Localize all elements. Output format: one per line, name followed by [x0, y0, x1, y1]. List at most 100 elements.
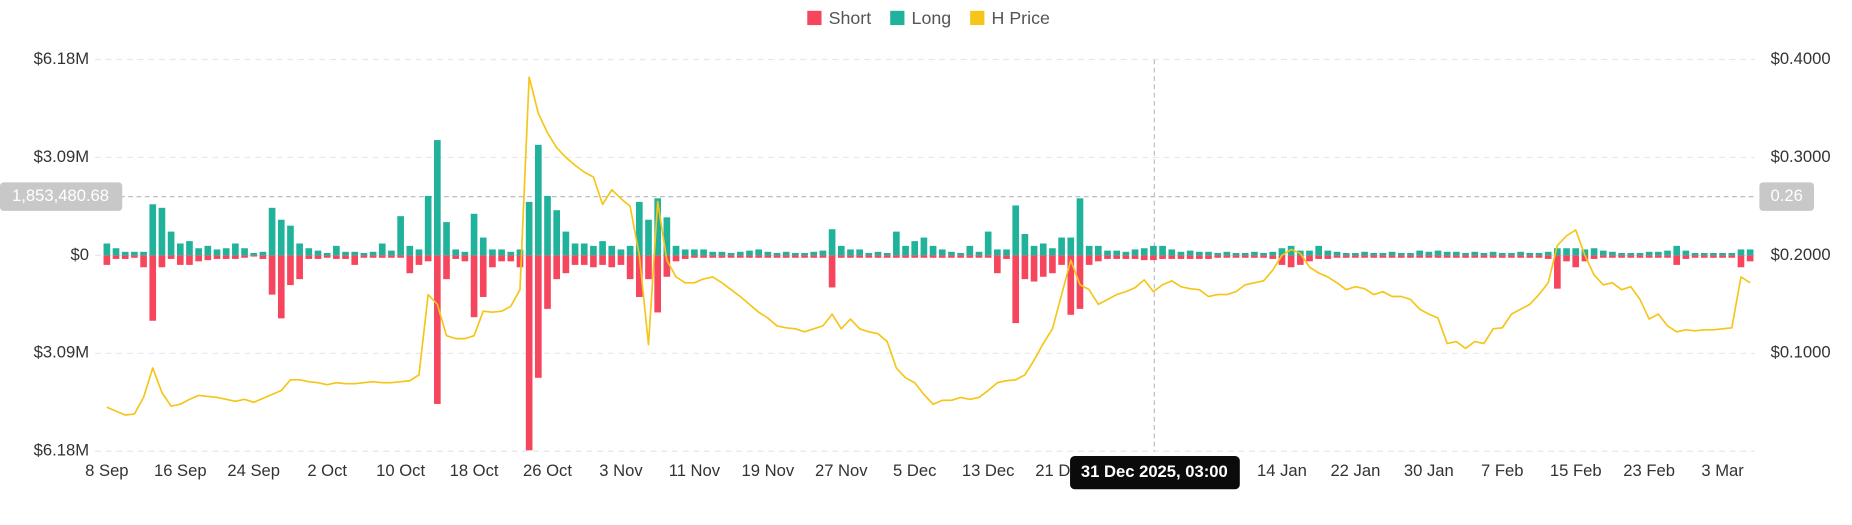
bar [1030, 255, 1038, 282]
bar [691, 255, 698, 258]
x-tick-label: 3 Mar [1701, 461, 1744, 480]
bar [764, 255, 772, 258]
bar [535, 255, 542, 378]
bar [360, 252, 368, 256]
bar [287, 255, 294, 286]
bar [525, 201, 533, 256]
bar [1416, 255, 1423, 258]
bar [1434, 250, 1442, 256]
bar [1746, 249, 1754, 256]
bar [1251, 251, 1258, 256]
bar [1572, 248, 1580, 256]
bar [268, 207, 276, 256]
bar [1554, 248, 1561, 256]
bar [222, 255, 230, 259]
bar [1471, 255, 1479, 258]
bar [1223, 251, 1231, 256]
bar [1241, 252, 1249, 256]
bar [746, 250, 753, 256]
bar [1113, 250, 1121, 256]
bar [874, 255, 882, 258]
bar [617, 255, 625, 265]
bar [535, 144, 542, 256]
bar [1618, 255, 1625, 258]
bar [351, 251, 359, 256]
bar [1618, 252, 1625, 256]
bar [1278, 248, 1286, 256]
bar [746, 255, 753, 258]
bar [1296, 255, 1304, 265]
bar [1049, 255, 1056, 274]
bar [360, 255, 368, 258]
bar [149, 255, 157, 321]
bar [1333, 251, 1341, 256]
bar [1526, 255, 1534, 258]
bar [1388, 255, 1396, 258]
bar [1315, 255, 1322, 259]
bar [112, 248, 120, 256]
x-tick-label: 18 Oct [450, 461, 499, 480]
bar [1664, 255, 1671, 258]
bar [1453, 251, 1460, 256]
bar [296, 255, 303, 280]
bar [1251, 255, 1258, 258]
bar [1719, 252, 1726, 256]
x-tick-label: 19 Nov [742, 461, 795, 480]
bar [443, 222, 450, 256]
bar [250, 252, 258, 256]
bar [369, 255, 377, 258]
label-text: 0.26 [1771, 186, 1803, 205]
x-tick-label: 8 Sep [85, 461, 128, 480]
bar [1682, 250, 1690, 256]
bar [1664, 250, 1671, 256]
bar [103, 255, 111, 265]
bar [131, 251, 138, 256]
bar [1508, 255, 1515, 258]
bar [1076, 198, 1084, 256]
x-tick-label: 14 Jan [1257, 461, 1307, 480]
tooltip-box [1070, 456, 1240, 490]
price-line [106, 76, 1751, 416]
bar [1159, 245, 1166, 256]
bar [498, 249, 505, 256]
y-tick-label: $6.18M [34, 49, 89, 68]
bar [1655, 255, 1662, 258]
bar [920, 255, 928, 258]
bar [1186, 250, 1194, 256]
bar [801, 255, 808, 258]
bar [1563, 255, 1570, 262]
bar [112, 255, 120, 259]
bar [1489, 255, 1497, 258]
bar [1205, 255, 1212, 259]
bar [1443, 251, 1451, 256]
bar [305, 248, 313, 256]
bar [140, 255, 147, 268]
bar [397, 216, 404, 256]
bar [434, 140, 441, 256]
bar [186, 241, 193, 256]
bar [1434, 255, 1442, 258]
bar [452, 255, 460, 259]
bar [626, 245, 634, 256]
bar [1104, 255, 1111, 259]
bar [176, 255, 184, 265]
bar [1361, 255, 1368, 258]
bar [1085, 255, 1093, 265]
x-tick-label: 2 Oct [307, 461, 347, 480]
bar [241, 255, 248, 258]
bar [626, 255, 634, 280]
bar [957, 255, 964, 258]
bar [1140, 248, 1148, 256]
bar [1324, 255, 1332, 259]
bar [167, 255, 175, 259]
bar [333, 245, 340, 256]
bar [1599, 250, 1607, 256]
bar [140, 251, 147, 256]
bar [1453, 255, 1460, 258]
bar [250, 255, 258, 257]
bar [580, 243, 588, 256]
bar [1517, 251, 1524, 256]
bar [1012, 205, 1020, 256]
y2-tick-label: $0.2000 [1771, 245, 1831, 264]
